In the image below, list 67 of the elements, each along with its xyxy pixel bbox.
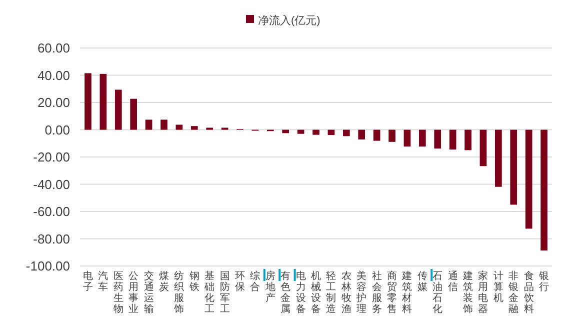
x-tick-label: 医药生物 [113,271,124,315]
x-tick-label: 电子 [82,270,93,293]
x-tick-label: 纺织服饰 [173,270,184,315]
x-tick-label: 传媒 [417,271,428,293]
x-tick-label: 汽车 [98,270,108,293]
bar [480,130,487,166]
bar [404,130,411,147]
x-tick-label: 房地产 [264,270,276,304]
bar [145,120,152,130]
y-tick-label: -20.00 [33,150,70,165]
x-tick-label: 银行 [538,271,550,293]
x-tick-label: 农林牧渔 [340,271,352,315]
bar [312,130,320,135]
bar [328,130,335,136]
bar [100,74,107,130]
bar [449,130,456,150]
x-tick-label: 计算机 [493,270,504,304]
x-tick-label: 石油石化 [432,271,443,315]
y-tick-label: 0.00 [44,122,70,138]
y-tick-label: -100.00 [26,258,70,274]
x-tick-label: 商贸零售 [387,270,398,315]
x-tick-label: 建筑材料 [401,270,412,315]
bar [434,130,442,149]
y-tick-label: 20.00 [37,95,70,110]
bar [176,124,183,130]
bar [464,130,472,150]
bar [358,130,366,140]
bar [388,130,396,142]
x-tick-label: 煤炭 [158,270,169,293]
bar [160,120,168,130]
x-tick-label: 美容护理 [356,270,367,315]
bar [418,130,426,147]
bar [525,130,532,229]
y-tick-label: -40.00 [33,176,70,192]
x-tick-label: 公用事业 [128,270,139,315]
x-tick-label: 交通运输 [144,270,154,315]
bar [282,130,290,134]
bar [540,130,548,250]
bar [297,130,304,134]
y-tick-label: 40.00 [37,68,70,83]
legend-label: 净流入(亿元) [258,14,320,27]
x-tick-label: 通信 [448,270,458,293]
x-tick-label: 钢铁 [188,271,200,293]
x-tick-label: 社会服务 [372,270,382,315]
bar [373,130,380,141]
x-tick-label: 环保 [234,271,245,293]
x-tick-label: 家用电器 [478,270,488,315]
x-tick-label: 机械设备 [311,270,321,315]
x-tick-label: 非银金融 [508,270,519,315]
x-tick-label: 国防军工 [220,271,230,315]
bar [342,130,350,136]
bar [510,130,518,205]
x-tick-label: 建筑装饰 [462,270,474,315]
x-tick-label: 电力设备 [296,270,306,315]
bar [84,73,92,130]
x-tick-label: 有色金属 [280,270,291,315]
x-tick-label: 基础化工 [204,270,215,315]
y-tick-label: 60.00 [37,40,70,56]
bar [494,130,502,187]
bar [130,98,138,130]
x-tick-label: 综合 [250,270,260,293]
y-tick-label: -80.00 [33,231,70,246]
x-tick-label: 食品饮料 [522,270,534,315]
x-tick-label: 轻工制造 [326,270,336,315]
bar [190,126,198,130]
bar [114,90,122,130]
y-tick-label: -60.00 [33,204,70,220]
